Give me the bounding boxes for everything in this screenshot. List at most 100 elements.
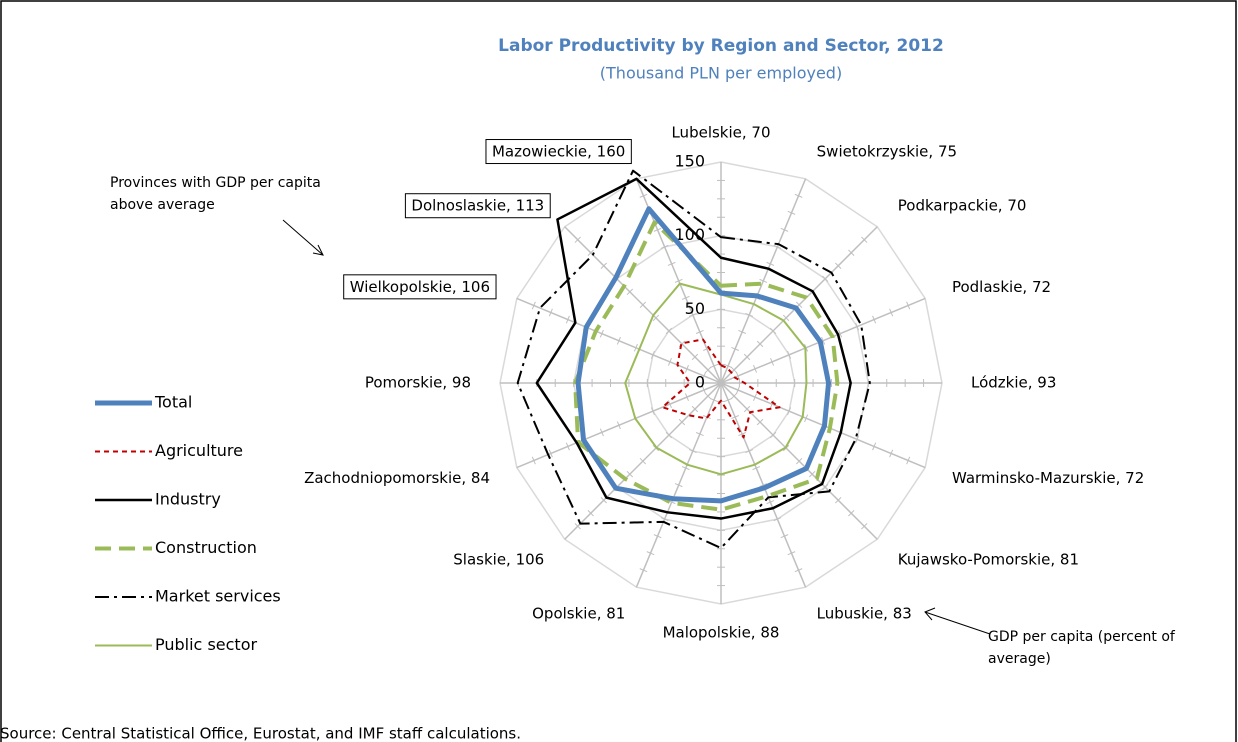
spoke-tick <box>600 262 607 269</box>
annotation-box: Provinces with GDP per capita above aver… <box>110 175 321 213</box>
spoke-tick <box>565 442 570 451</box>
spoke-tick <box>667 400 672 409</box>
category-label: Kujawsko-Pomorskie, 81 <box>898 550 1079 568</box>
spoke-tick <box>653 534 662 539</box>
category-label: Lubuskie, 83 <box>817 604 912 622</box>
spoke-tick <box>574 523 581 530</box>
spoke-tick <box>756 418 764 426</box>
spoke-tick <box>808 470 816 478</box>
spoke-tick <box>759 278 768 283</box>
annotation-arrow <box>924 611 991 635</box>
spoke-tick <box>745 312 754 317</box>
source: Source: Central Statistical Office, Euro… <box>0 725 521 742</box>
spoke-tick <box>587 249 594 256</box>
spoke-tick <box>855 322 860 331</box>
category-label: Opolskie, 81 <box>532 604 625 622</box>
spoke-tick <box>574 236 581 243</box>
spoke-tick <box>704 392 712 400</box>
spoke-tick <box>653 227 662 232</box>
spoke-tick <box>695 329 704 334</box>
series-line <box>624 282 808 476</box>
category-label: Pomorskie, 98 <box>365 374 471 392</box>
spoke-tick <box>835 262 842 269</box>
legend-label: Market services <box>155 587 281 606</box>
spoke-tick <box>835 497 842 504</box>
spoke-tick <box>674 278 683 283</box>
spoke-tick <box>667 357 672 366</box>
spoke-tick <box>639 457 647 465</box>
category-label: Zachodniopomorskie, 84 <box>304 469 490 487</box>
spoke-tick <box>650 407 655 416</box>
annotation-box: GDP per capita (percent of average) <box>988 629 1175 667</box>
spoke-tick <box>688 312 697 317</box>
spoke-tick <box>531 456 536 465</box>
spoke-tick <box>773 244 782 249</box>
spoke-tick <box>738 329 747 334</box>
spoke-tick <box>787 350 792 359</box>
spoke-tick <box>652 314 660 322</box>
series-line <box>661 338 781 439</box>
category-label: Malopolskie, 88 <box>663 624 780 642</box>
legend-label: Public sector <box>155 635 257 654</box>
spoke-tick <box>821 483 829 491</box>
category-label: Wielkopolskie, 106 <box>350 278 490 296</box>
spoke-tick <box>872 315 877 324</box>
spoke-tick <box>681 295 690 300</box>
spoke-tick <box>626 470 634 478</box>
spoke-tick <box>639 568 648 573</box>
label-box <box>404 193 551 219</box>
series-line <box>535 177 852 520</box>
label-box <box>485 139 632 165</box>
spoke-tick <box>794 568 803 573</box>
spoke-tick <box>855 435 860 444</box>
spoke-tick <box>787 551 796 556</box>
spoke-tick <box>861 236 868 243</box>
spoke-tick <box>787 407 792 416</box>
spoke-tick <box>759 483 768 488</box>
spoke-tick <box>795 457 803 465</box>
arrowhead <box>924 607 936 621</box>
spoke-tick <box>724 363 732 368</box>
r-tick-label: 0 <box>695 373 705 392</box>
r-tick-label: 100 <box>674 225 705 244</box>
spoke-tick <box>731 415 739 420</box>
spoke-tick <box>889 449 894 458</box>
spoke-tick <box>701 386 706 394</box>
category-label: Lódzkie, 93 <box>971 374 1056 392</box>
spoke-tick <box>695 432 704 437</box>
spoke-tick <box>599 329 604 338</box>
spoke-tick <box>736 372 741 380</box>
spoke-tick <box>780 534 789 539</box>
spoke-tick <box>667 261 676 266</box>
spoke-tick <box>769 327 777 335</box>
spoke-tick <box>872 442 877 451</box>
spoke-tick <box>795 301 803 309</box>
spoke-tick <box>848 249 855 256</box>
spoke-tick <box>769 431 777 439</box>
category-label: Podkarpackie, 70 <box>898 197 1027 215</box>
category-label: Lubelskie, 70 <box>671 124 770 142</box>
spoke-tick <box>678 418 686 426</box>
spoke-tick <box>756 340 764 348</box>
spoke-tick <box>766 261 775 266</box>
spoke-tick <box>639 193 648 198</box>
spoke-tick <box>724 398 732 403</box>
spoke-tick <box>691 405 699 413</box>
spoke-tick <box>681 466 690 471</box>
spoke-tick <box>738 432 747 437</box>
annotation: Provinces with GDP per capita above aver… <box>110 175 321 213</box>
spoke-tick <box>782 314 790 322</box>
spoke-tick <box>780 227 789 232</box>
spoke-tick <box>616 421 621 430</box>
spoke-tick <box>787 210 796 215</box>
spoke-tick <box>548 308 553 317</box>
spoke-tick <box>600 497 607 504</box>
spoke-tick <box>548 449 553 458</box>
spoke-tick <box>773 517 782 522</box>
spoke-tick <box>906 301 911 310</box>
category-label: Dolnoslaskie, 113 <box>411 197 544 215</box>
spoke-tick <box>650 350 655 359</box>
legend-label: Construction <box>155 538 257 557</box>
